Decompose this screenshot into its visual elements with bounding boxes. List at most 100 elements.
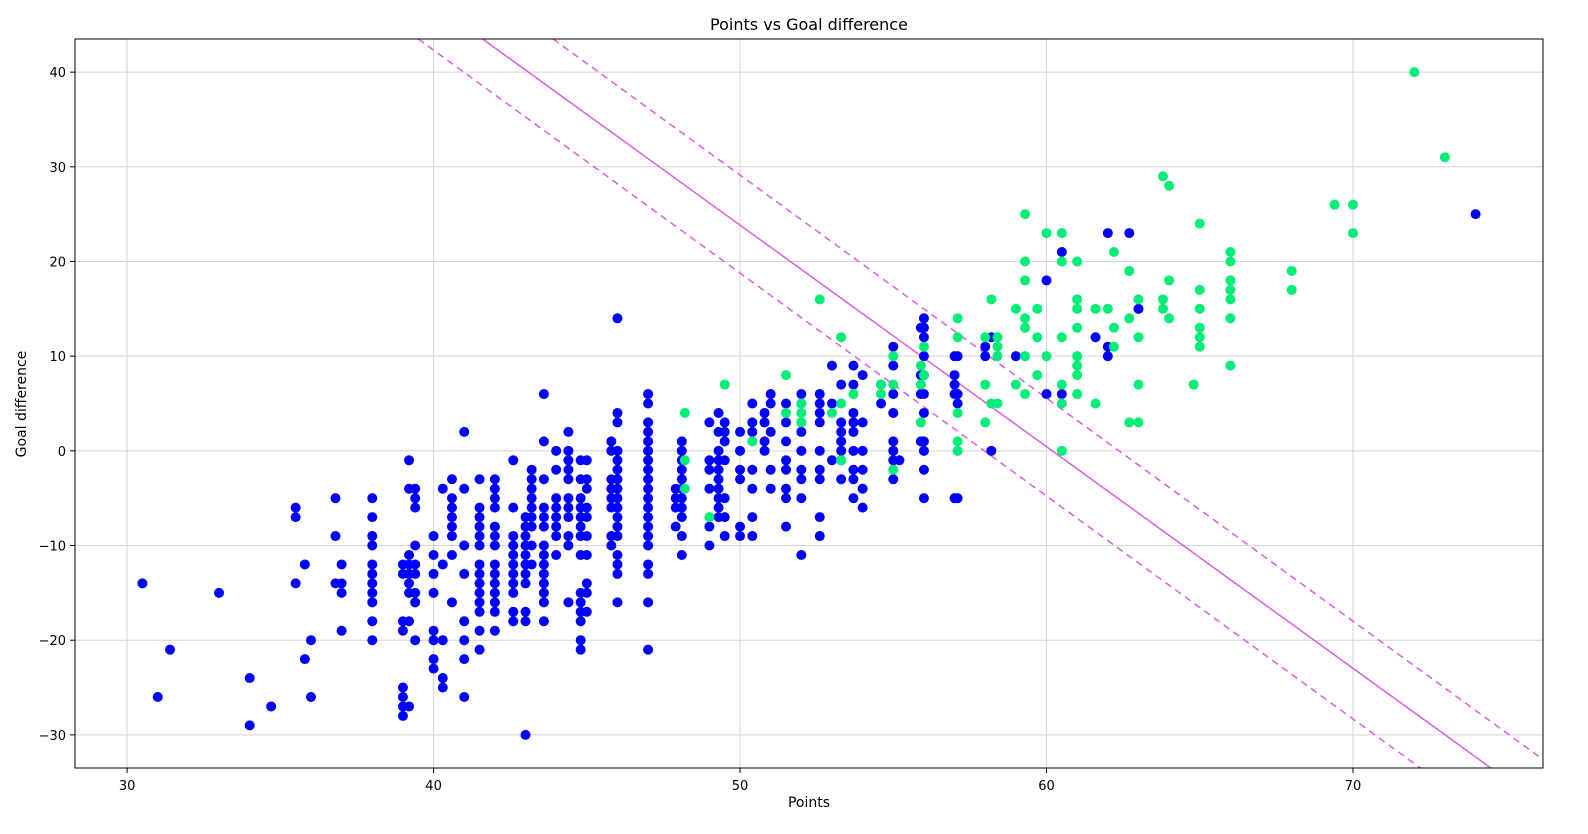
data-point-green <box>826 407 837 418</box>
data-point-blue <box>643 483 654 494</box>
data-point-green <box>1072 303 1083 314</box>
data-point-blue <box>796 474 807 485</box>
data-point-blue <box>670 521 681 532</box>
data-point-green <box>814 294 825 305</box>
data-point-blue <box>446 521 457 532</box>
data-point-blue <box>551 549 562 560</box>
data-point-blue <box>612 502 623 513</box>
data-point-blue <box>606 436 617 447</box>
data-point-blue <box>857 370 868 381</box>
data-point-blue <box>508 549 519 560</box>
data-point-blue <box>765 389 776 400</box>
data-point-blue <box>952 398 963 409</box>
data-point-blue <box>888 341 899 352</box>
data-point-blue <box>612 549 623 560</box>
data-point-blue <box>918 407 929 418</box>
data-point-blue <box>606 540 617 551</box>
data-point-blue <box>713 502 724 513</box>
data-point-green <box>1102 303 1113 314</box>
data-point-blue <box>826 398 837 409</box>
data-point-blue <box>474 531 485 542</box>
data-point-blue <box>612 313 623 324</box>
data-point-green <box>781 407 792 418</box>
data-point-blue <box>857 502 868 513</box>
data-point-green <box>1194 284 1205 295</box>
data-point-blue <box>551 445 562 456</box>
data-point-blue <box>704 521 715 532</box>
data-point-blue <box>643 644 654 655</box>
data-point-blue <box>520 578 531 589</box>
data-point-blue <box>814 474 825 485</box>
data-point-blue <box>713 483 724 494</box>
data-point-green <box>1020 209 1031 220</box>
data-point-blue <box>719 512 730 523</box>
data-point-blue <box>526 464 537 475</box>
data-point-green <box>1020 256 1031 267</box>
data-point-blue <box>826 360 837 371</box>
data-point-blue <box>1090 332 1101 343</box>
data-point-blue <box>489 540 500 551</box>
data-point-blue <box>489 531 500 542</box>
data-point-blue <box>814 398 825 409</box>
data-point-blue <box>563 464 574 475</box>
data-point-green <box>1164 313 1175 324</box>
data-point-blue <box>581 531 592 542</box>
data-point-blue <box>676 445 687 456</box>
data-point-green <box>1072 351 1083 362</box>
data-point-green <box>1157 294 1168 305</box>
data-point-blue <box>980 341 991 352</box>
data-point-blue <box>952 351 963 362</box>
data-point-green <box>1194 303 1205 314</box>
data-point-blue <box>551 512 562 523</box>
data-point-blue <box>489 597 500 608</box>
data-point-blue <box>551 502 562 513</box>
data-point-blue <box>526 474 537 485</box>
data-point-blue <box>489 493 500 504</box>
data-point-blue <box>1102 228 1113 239</box>
data-point-green <box>1409 67 1420 78</box>
data-point-green <box>1032 303 1043 314</box>
data-point-blue <box>410 568 421 579</box>
data-point-blue <box>704 464 715 475</box>
data-point-blue <box>538 597 549 608</box>
data-point-blue <box>508 540 519 551</box>
data-point-blue <box>581 455 592 466</box>
data-point-green <box>1056 332 1067 343</box>
data-point-blue <box>367 493 378 504</box>
data-point-blue <box>459 568 470 579</box>
data-point-blue <box>676 531 687 542</box>
data-point-green <box>980 332 991 343</box>
data-point-blue <box>137 578 148 589</box>
data-point-blue <box>563 531 574 542</box>
data-point-blue <box>538 549 549 560</box>
data-point-blue <box>676 493 687 504</box>
data-point-blue <box>526 512 537 523</box>
data-point-blue <box>404 616 415 627</box>
data-point-blue <box>446 474 457 485</box>
plot-frame <box>74 38 1544 769</box>
data-point-green <box>1020 275 1031 286</box>
data-point-blue <box>474 559 485 570</box>
data-point-blue <box>1041 275 1052 286</box>
data-point-blue <box>643 568 654 579</box>
data-point-blue <box>643 502 654 513</box>
data-point-blue <box>781 398 792 409</box>
data-point-blue <box>563 540 574 551</box>
data-point-blue <box>489 483 500 494</box>
data-point-blue <box>704 455 715 466</box>
data-point-green <box>1108 322 1119 333</box>
data-point-blue <box>474 512 485 523</box>
data-point-blue <box>474 578 485 589</box>
data-point-blue <box>367 597 378 608</box>
data-point-blue <box>781 521 792 532</box>
data-point-blue <box>765 398 776 409</box>
data-point-blue <box>1056 389 1067 400</box>
data-point-blue <box>612 464 623 475</box>
data-point-green <box>992 398 1003 409</box>
x-tick-label: 40 <box>425 779 442 794</box>
data-point-green <box>876 389 887 400</box>
data-point-green <box>679 407 690 418</box>
data-point-blue <box>612 521 623 532</box>
data-point-green <box>1056 228 1067 239</box>
